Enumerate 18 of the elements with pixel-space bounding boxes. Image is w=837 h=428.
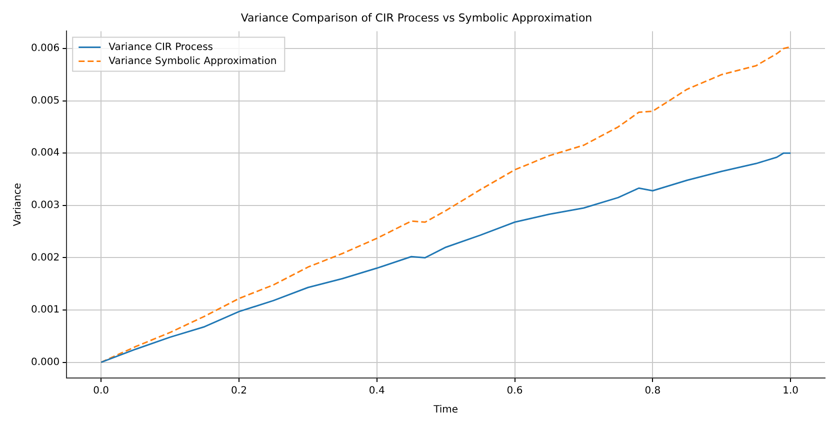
y-axis-title: Variance [12,183,24,226]
x-tick-label: 0.2 [231,386,247,397]
x-axis-title: Time [432,404,458,416]
chart-title: Variance Comparison of CIR Process vs Symbolic Approximation [240,11,592,24]
y-tick-label: 0.005 [30,95,60,106]
legend-label: Variance Symbolic Approximation [108,56,277,67]
y-tick-label: 0.000 [30,356,60,368]
x-tick-label: 0.8 [644,386,661,397]
y-tick-label: 0.001 [30,304,60,316]
y-tick-label: 0.003 [30,200,60,211]
x-tick-label: 0.4 [368,386,385,397]
y-tick-label: 0.006 [30,43,60,54]
x-tick-label: 0.0 [93,386,110,397]
x-tick-label: 1.0 [782,386,798,397]
y-tick-label: 0.002 [30,252,60,264]
y-tick-label: 0.004 [30,148,60,159]
x-tick-label: 0.6 [506,386,523,397]
legend-label: Variance CIR Process [108,42,214,53]
